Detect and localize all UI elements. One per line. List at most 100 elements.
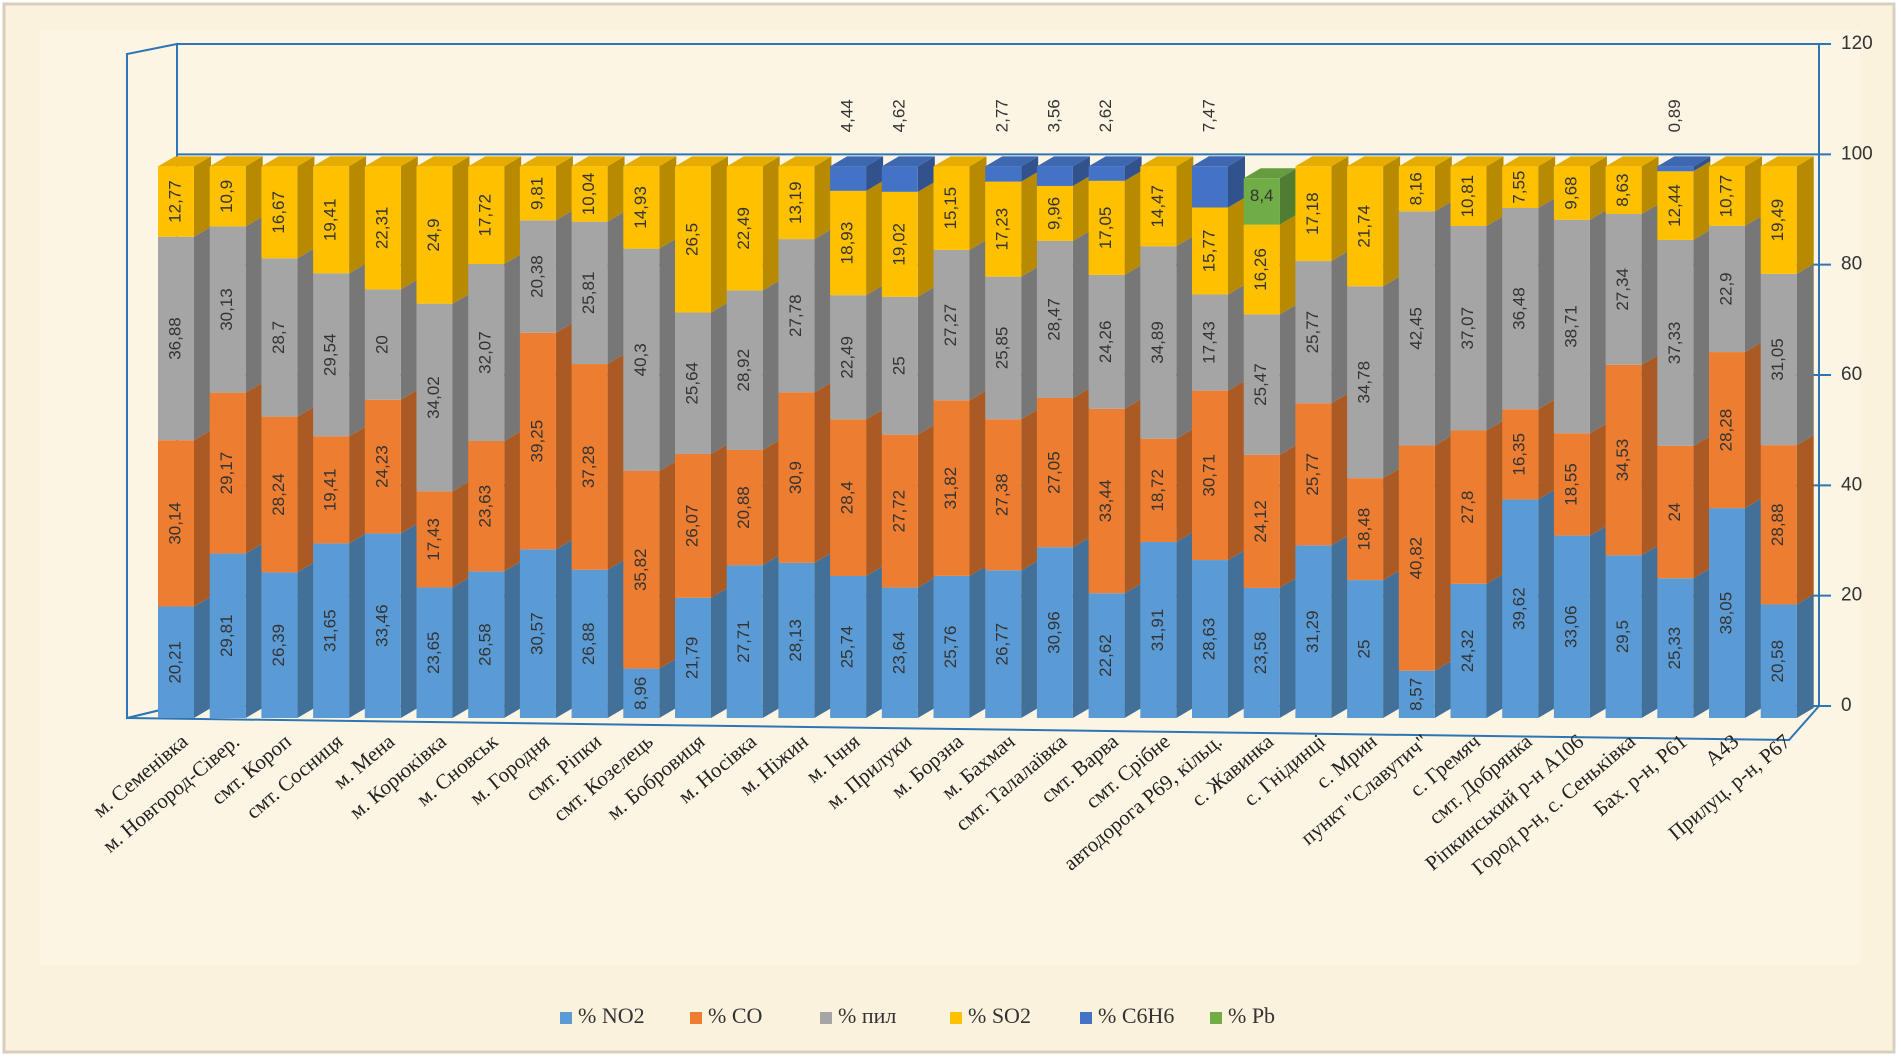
bar-segment	[468, 441, 505, 572]
bar-side	[1486, 215, 1504, 431]
bar-top	[261, 156, 315, 167]
bar-side	[1434, 156, 1452, 212]
bar-segment	[1398, 211, 1435, 446]
bar-side	[245, 216, 263, 393]
bar-side	[866, 285, 884, 420]
bar-side	[194, 226, 211, 441]
bar-side	[659, 460, 677, 669]
bar-side	[400, 156, 418, 290]
bar-segment	[1088, 180, 1125, 275]
bar-segment	[1657, 166, 1694, 172]
bar-side	[1228, 156, 1245, 208]
bar-segment	[985, 276, 1022, 420]
data-label: 27,8	[1458, 491, 1477, 524]
bar-segment	[1760, 273, 1797, 446]
bar-side	[711, 587, 728, 718]
bar-side	[917, 181, 935, 297]
data-label: 17,43	[1199, 321, 1218, 364]
bar-segment	[675, 453, 711, 598]
bar-side	[1796, 435, 1814, 605]
bar-segment	[1553, 219, 1590, 434]
bar-segment	[1036, 166, 1073, 186]
data-label: 32,07	[476, 331, 495, 374]
bar-segment	[313, 273, 350, 437]
bar-side	[349, 533, 367, 718]
bar-side	[1641, 203, 1659, 365]
data-label: 25,74	[838, 626, 857, 669]
bar-segment	[1295, 545, 1332, 718]
bar-side	[452, 293, 470, 492]
bar-top	[933, 156, 987, 167]
y-tick-label: 100	[1841, 143, 1873, 164]
bar-side	[1124, 583, 1142, 718]
data-label: 24,12	[1251, 500, 1270, 543]
bar-segment	[571, 364, 608, 570]
bar-side	[659, 238, 677, 471]
bar-side	[917, 577, 935, 718]
bar-side	[1434, 660, 1452, 718]
data-label: 7,55	[1510, 171, 1529, 204]
bar-segment	[519, 332, 556, 550]
bar-segment	[1140, 166, 1177, 247]
bar-segment	[1398, 670, 1435, 718]
bar-segment	[1709, 352, 1745, 509]
data-label: 7,47	[1199, 99, 1218, 132]
bar-top	[1295, 156, 1349, 167]
bar-side	[762, 555, 780, 718]
data-label: 31,05	[1768, 338, 1787, 381]
data-label: 10,77	[1716, 175, 1735, 218]
bar-segment	[1398, 166, 1435, 212]
bar-side	[711, 302, 728, 454]
bar-segment	[1553, 433, 1590, 536]
bar-segment	[881, 166, 918, 192]
bar-side	[1279, 444, 1297, 588]
bar-segment	[261, 572, 298, 718]
data-label: 30,57	[527, 612, 546, 655]
bar-segment	[830, 295, 867, 420]
data-label: 15,15	[941, 187, 960, 230]
bar-segment	[933, 249, 970, 401]
data-label: 18,72	[1148, 469, 1167, 512]
bar-segment	[1709, 508, 1745, 718]
data-label: 28,28	[1716, 409, 1735, 452]
data-label: 29,5	[1613, 620, 1632, 653]
bar-side	[1228, 550, 1245, 718]
data-label: 17,05	[1096, 207, 1115, 250]
bar-segment	[158, 166, 194, 237]
bar-top	[1347, 156, 1401, 167]
bar-segment	[1036, 547, 1073, 718]
bar-side	[1124, 398, 1142, 594]
bar-segment	[416, 166, 453, 304]
data-label: 19,41	[321, 199, 340, 242]
bar-side	[1279, 577, 1297, 718]
bar-side	[1176, 531, 1194, 718]
bar-side	[607, 354, 625, 570]
bar-side	[1072, 230, 1090, 398]
bar-side	[814, 382, 832, 563]
bar-side	[297, 406, 315, 573]
bar-segment	[726, 565, 763, 718]
bar-side	[1072, 175, 1090, 241]
data-label: 17,23	[993, 208, 1012, 251]
data-label: 29,81	[217, 615, 236, 658]
data-label: 9,96	[1044, 197, 1063, 230]
bar-segment	[1605, 213, 1642, 365]
bar-top	[830, 156, 884, 167]
data-label: 33,06	[1561, 606, 1580, 649]
data-label: 28,7	[269, 321, 288, 354]
data-label: 29,17	[217, 452, 236, 495]
bar-segment	[1657, 445, 1694, 579]
bar-top	[1398, 156, 1452, 167]
bar-side	[1641, 354, 1659, 556]
bar-segment	[1036, 397, 1073, 548]
data-label: 8,4	[1250, 186, 1274, 205]
bar-segment	[1192, 390, 1228, 561]
bar-side	[1538, 489, 1556, 718]
bar-segment	[364, 289, 401, 400]
data-label: 31,65	[321, 609, 340, 652]
bar-segment	[158, 236, 194, 441]
bar-side	[245, 156, 263, 227]
data-label: 27,38	[993, 474, 1012, 517]
data-label: 37,28	[579, 446, 598, 489]
data-label: 12,77	[165, 180, 184, 223]
